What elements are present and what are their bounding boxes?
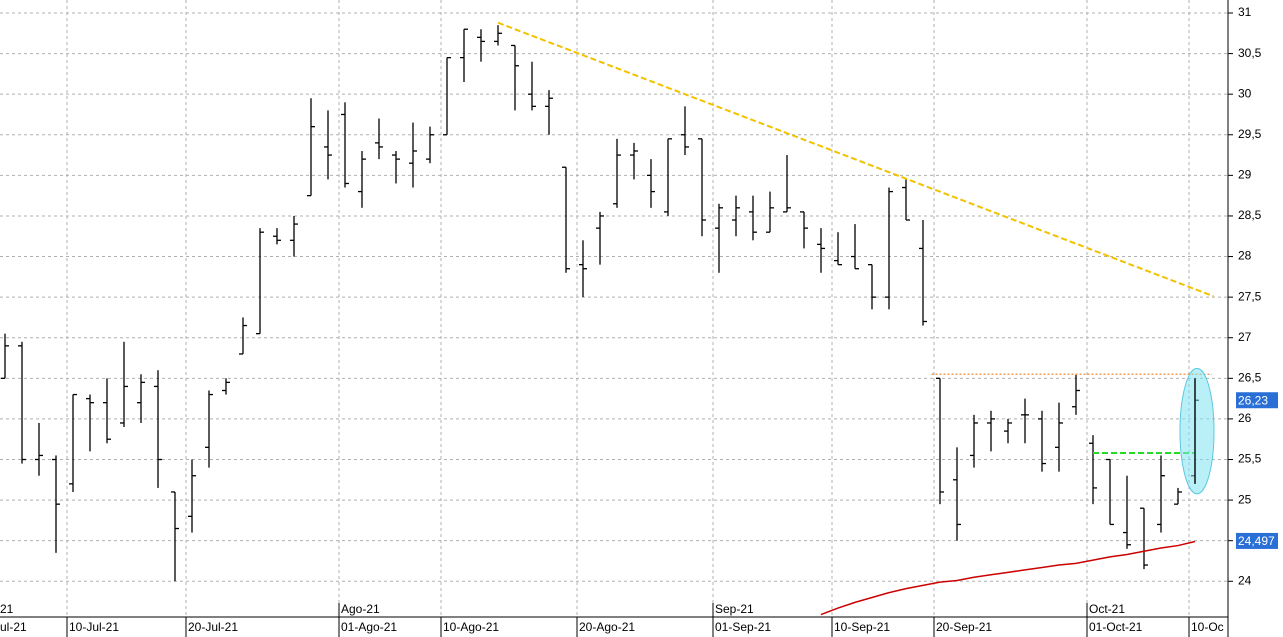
price-tag-box [1236, 392, 1278, 409]
price-tag: 26,23 [1238, 393, 1268, 407]
moving-average [820, 540, 1196, 616]
y-tick-label: 27 [1238, 330, 1252, 344]
y-tick-label: 28,5 [1238, 208, 1262, 222]
plot-area [1, 21, 1215, 616]
month-label: Ago-21 [341, 602, 380, 616]
x-tick-label: 01-Sep-21 [715, 620, 771, 634]
month-label: Sep-21 [715, 602, 754, 616]
y-tick-label: 31 [1238, 5, 1252, 19]
month-label: Oct-21 [1089, 602, 1125, 616]
x-tick-label: 01-Ago-21 [341, 620, 397, 634]
trendline [497, 21, 1215, 298]
x-tick-label: 10-Oc [1191, 620, 1224, 634]
x-tick-label: 20-Ago-21 [579, 620, 635, 634]
y-tick-label: 26,5 [1238, 370, 1262, 384]
month-label: 21 [0, 602, 14, 616]
grid [0, 0, 1228, 617]
price-tag-box [1236, 532, 1278, 549]
y-tick-label: 30,5 [1238, 46, 1262, 60]
x-tick-label: ul-21 [0, 620, 27, 634]
y-tick-label: 25 [1238, 492, 1252, 506]
y-tick-label: 25,5 [1238, 452, 1262, 466]
x-tick-label: 20-Jul-21 [188, 620, 238, 634]
axes: 2424,52525,52626,52727,52828,52929,53030… [0, 5, 1278, 637]
y-tick-label: 28 [1238, 249, 1252, 263]
x-tick-label: 20-Sep-21 [936, 620, 992, 634]
highlight-ellipse [1179, 367, 1215, 495]
x-tick-label: 10-Ago-21 [443, 620, 499, 634]
y-tick-label: 24 [1238, 573, 1252, 587]
y-tick-label: 30 [1238, 86, 1252, 100]
y-tick-label: 29,5 [1238, 127, 1262, 141]
price-tag: 24,497 [1238, 534, 1275, 548]
x-tick-label: 10-Sep-21 [834, 620, 890, 634]
y-tick-label: 26 [1238, 411, 1252, 425]
x-tick-label: 01-Oct-21 [1089, 620, 1143, 634]
y-tick-label: 27,5 [1238, 289, 1262, 303]
y-tick-label: 29 [1238, 168, 1252, 182]
x-tick-label: 10-Jul-21 [69, 620, 119, 634]
